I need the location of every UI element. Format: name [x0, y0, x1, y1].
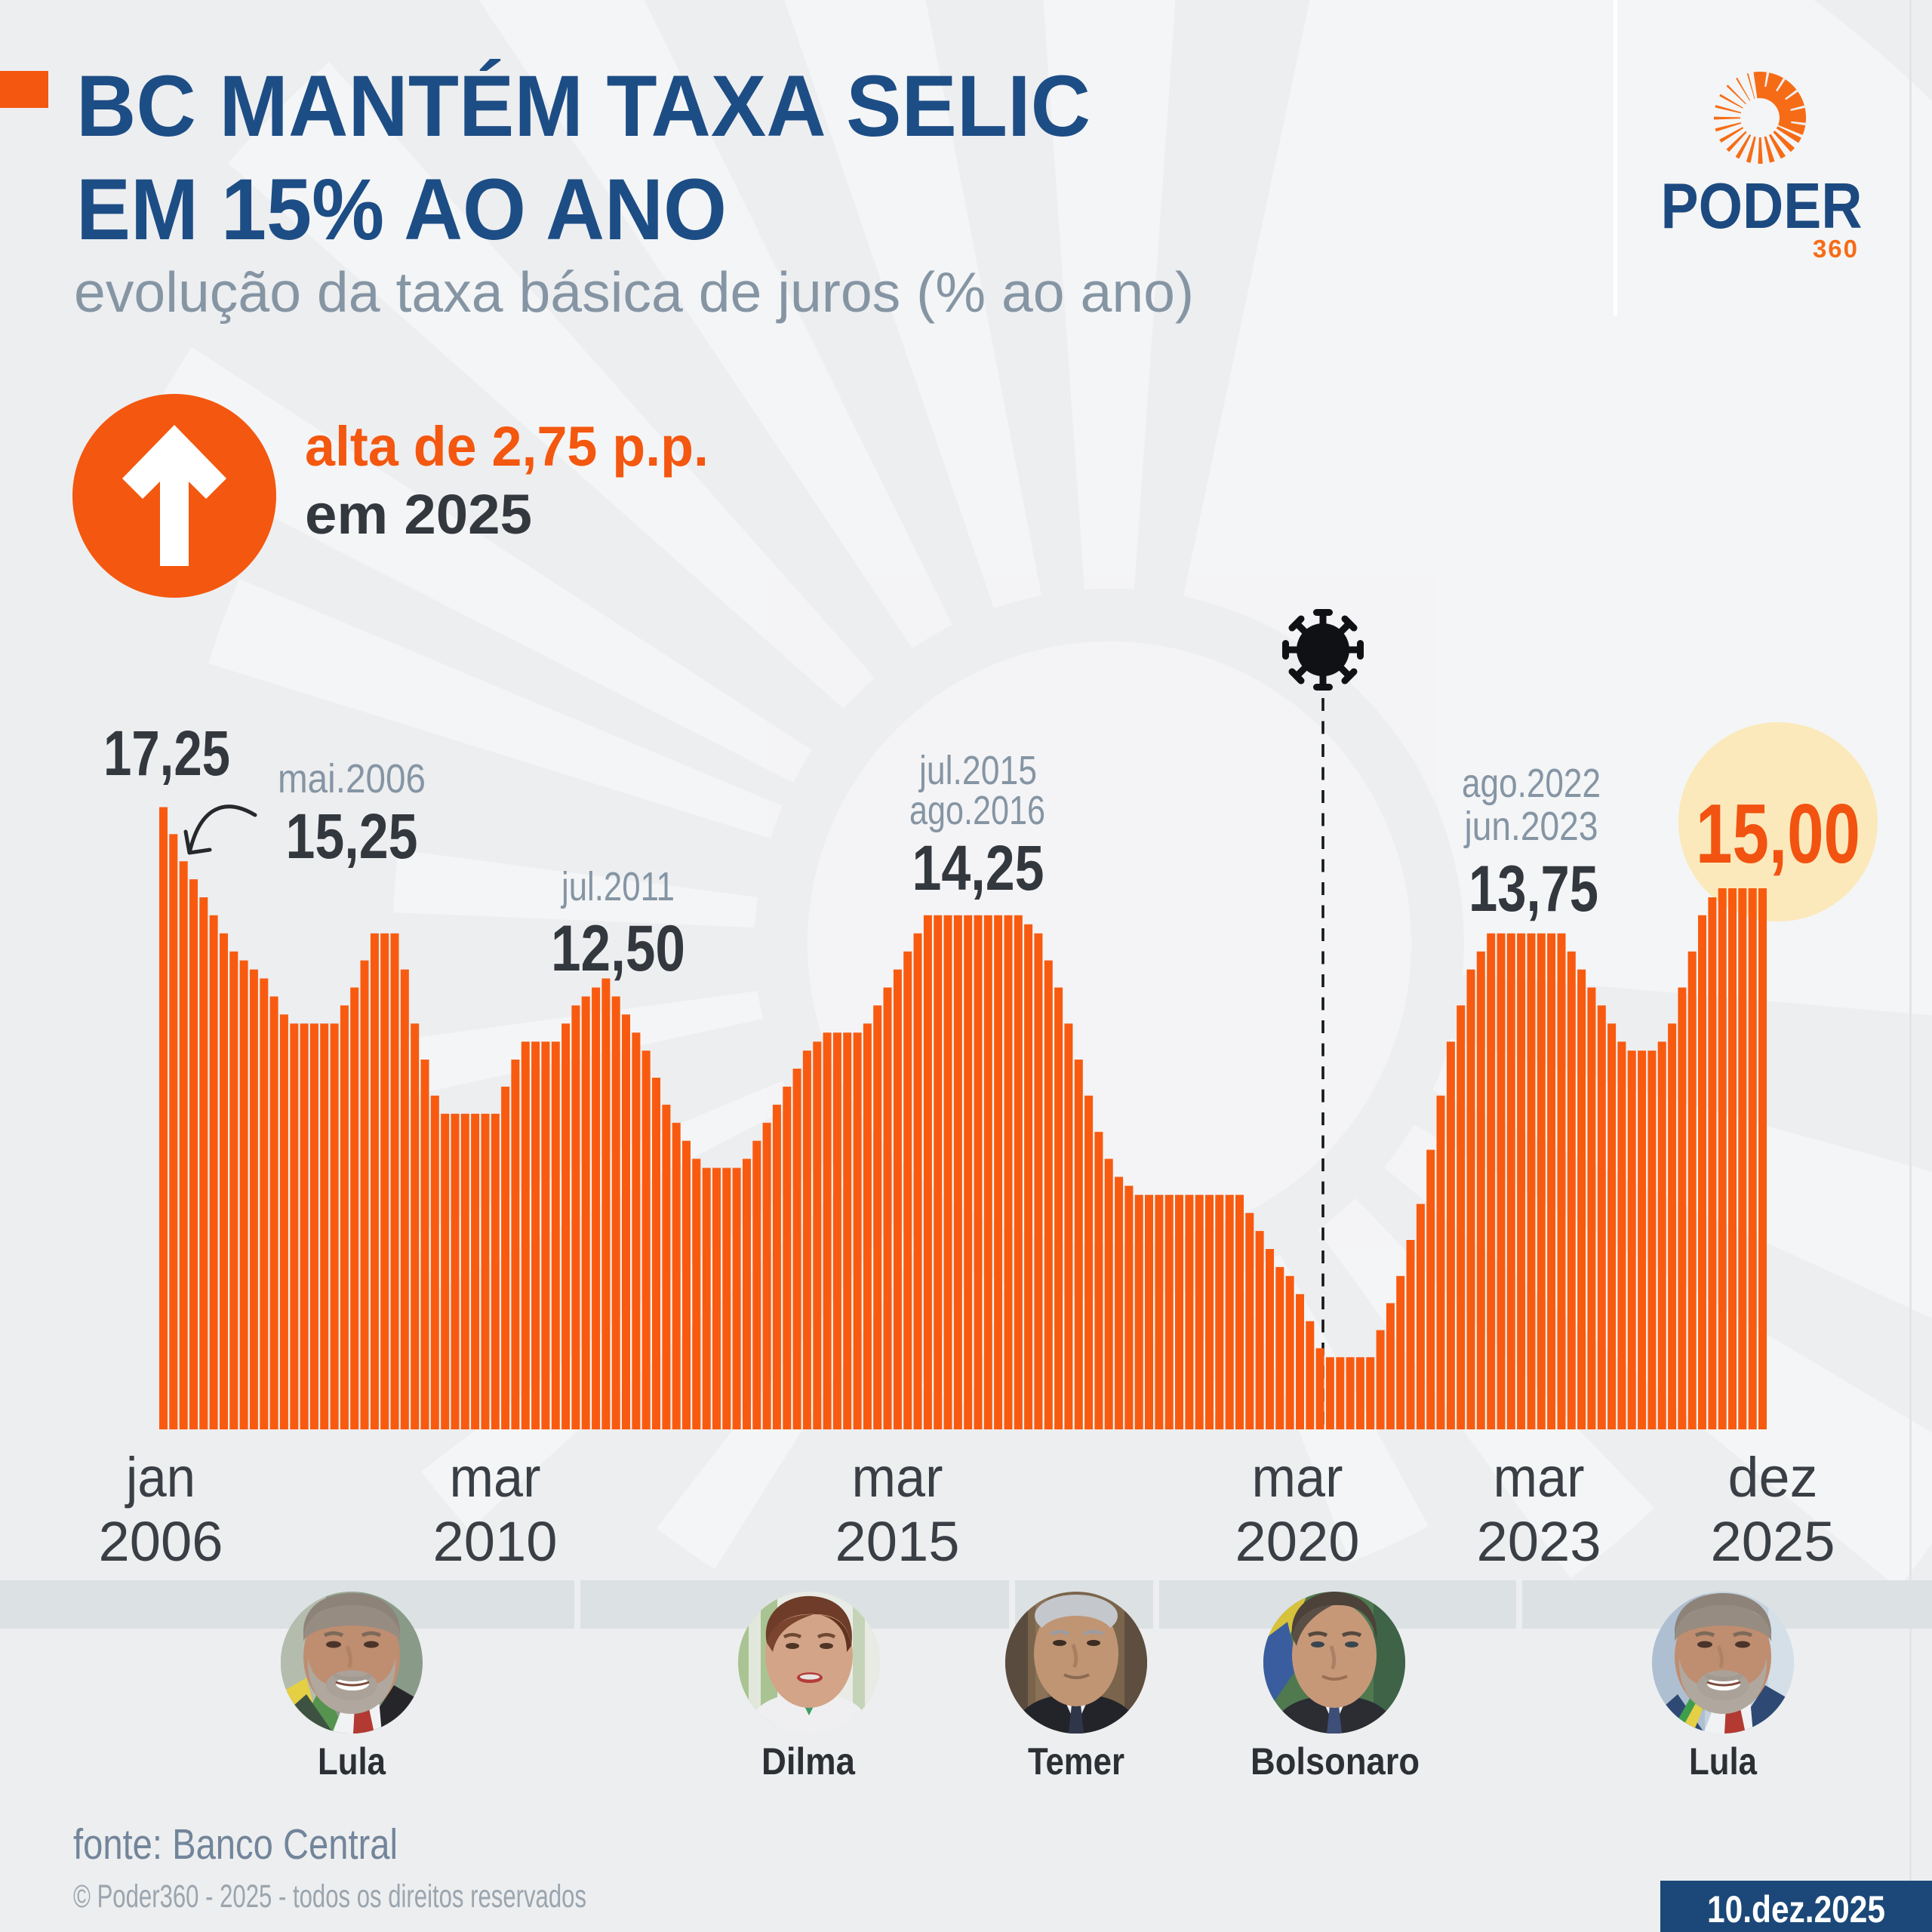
svg-text:ago.2016: ago.2016	[909, 788, 1045, 833]
svg-text:mar: mar	[1494, 1446, 1585, 1509]
svg-text:10.dez.2025: 10.dez.2025	[1707, 1888, 1885, 1930]
svg-text:EM 15% AO ANO: EM 15% AO ANO	[76, 162, 727, 258]
svg-text:evolução da taxa básica de jur: evolução da taxa básica de juros (% ao a…	[74, 260, 1194, 324]
svg-text:ago.2022: ago.2022	[1462, 761, 1601, 806]
svg-text:Lula: Lula	[1689, 1740, 1758, 1783]
svg-text:fonte: Banco Central: fonte: Banco Central	[73, 1820, 398, 1869]
svg-text:dez: dez	[1728, 1446, 1818, 1509]
svg-text:15,00: 15,00	[1696, 787, 1860, 881]
svg-text:mar: mar	[1252, 1446, 1343, 1509]
svg-text:Lula: Lula	[318, 1740, 386, 1783]
svg-text:2025: 2025	[1711, 1510, 1835, 1573]
svg-text:12,50: 12,50	[551, 912, 685, 985]
svg-text:2015: 2015	[835, 1510, 960, 1573]
svg-text:2020: 2020	[1235, 1510, 1360, 1573]
svg-text:17,25: 17,25	[103, 718, 230, 789]
svg-text:© Poder360 - 2025 - todos os d: © Poder360 - 2025 - todos os direitos re…	[73, 1878, 586, 1915]
svg-text:mar: mar	[852, 1446, 943, 1509]
svg-text:alta de 2,75 p.p.: alta de 2,75 p.p.	[305, 415, 709, 478]
svg-text:jan: jan	[125, 1446, 195, 1509]
svg-text:mai.2006: mai.2006	[278, 756, 426, 801]
svg-text:em 2025: em 2025	[305, 483, 532, 546]
svg-text:jul.2015: jul.2015	[918, 748, 1037, 793]
svg-text:Bolsonaro: Bolsonaro	[1251, 1740, 1420, 1783]
svg-text:PODER: PODER	[1661, 171, 1863, 242]
svg-text:jun.2023: jun.2023	[1463, 804, 1598, 849]
svg-text:14,25: 14,25	[912, 832, 1044, 903]
svg-text:jul.2011: jul.2011	[560, 864, 675, 909]
svg-text:Temer: Temer	[1028, 1740, 1124, 1783]
svg-text:2010: 2010	[433, 1510, 558, 1573]
svg-text:15,25: 15,25	[286, 801, 418, 872]
svg-text:2023: 2023	[1477, 1510, 1601, 1573]
svg-text:mar: mar	[450, 1446, 541, 1509]
svg-text:2006: 2006	[99, 1510, 223, 1573]
svg-text:BC MANTÉM TAXA SELIC: BC MANTÉM TAXA SELIC	[76, 58, 1091, 155]
svg-text:Dilma: Dilma	[761, 1740, 856, 1783]
svg-text:360: 360	[1813, 235, 1859, 263]
svg-text:13,75: 13,75	[1469, 853, 1598, 925]
